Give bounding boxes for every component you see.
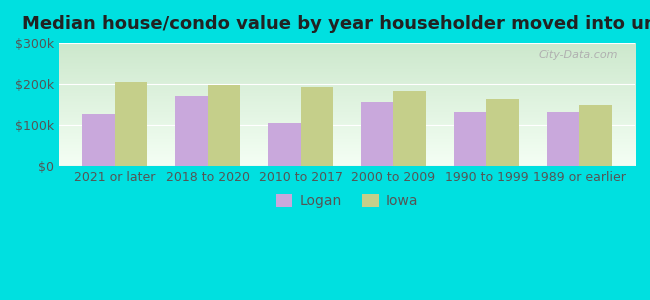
- Bar: [579, 105, 612, 166]
- Text: City-Data.com: City-Data.com: [538, 50, 617, 60]
- Bar: [175, 96, 207, 166]
- Legend: Logan, Iowa: Logan, Iowa: [270, 189, 424, 214]
- Bar: [268, 123, 300, 166]
- Bar: [454, 112, 486, 166]
- Bar: [486, 99, 519, 166]
- Bar: [547, 112, 579, 166]
- Title: Median house/condo value by year householder moved into unit: Median house/condo value by year househo…: [22, 15, 650, 33]
- Bar: [393, 91, 426, 166]
- Bar: [361, 102, 393, 166]
- Bar: [207, 85, 240, 166]
- Bar: [300, 87, 333, 166]
- Bar: [82, 114, 115, 166]
- Bar: [115, 82, 148, 166]
